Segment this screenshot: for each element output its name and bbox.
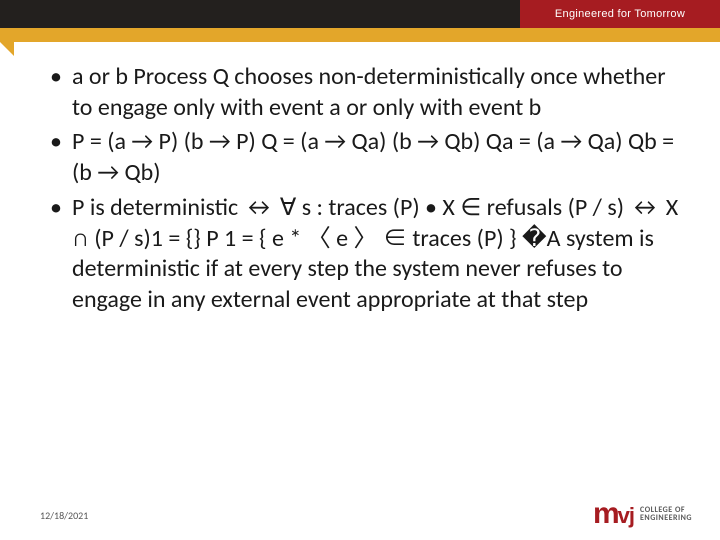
header-bar: Engineered for Tomorrow <box>0 0 720 28</box>
bullet-item: P = (a → P) (b → P) Q = (a → Qa) (b → Qb… <box>50 127 680 188</box>
bullet-item: P is deterministic ↔ ∀ s : traces (P) • … <box>50 193 680 316</box>
logo-vj: vj <box>618 506 634 526</box>
logo-m: m <box>593 502 617 526</box>
accent-corner <box>0 42 14 56</box>
logo-mark: m vj <box>593 502 634 526</box>
slide-content: a or b Process Q chooses non-determinist… <box>0 42 720 330</box>
logo-text: COLLEGE OF ENGINEERING <box>640 506 692 522</box>
accent-bar <box>0 28 720 42</box>
bullet-item: a or b Process Q chooses non-determinist… <box>50 62 680 123</box>
bullet-list: a or b Process Q chooses non-determinist… <box>50 62 680 316</box>
logo: m vj COLLEGE OF ENGINEERING <box>593 502 692 526</box>
footer-date: 12/18/2021 <box>40 509 88 522</box>
header-left-block <box>0 0 520 28</box>
header-tagline: Engineered for Tomorrow <box>520 0 720 28</box>
logo-line2: ENGINEERING <box>640 514 692 522</box>
